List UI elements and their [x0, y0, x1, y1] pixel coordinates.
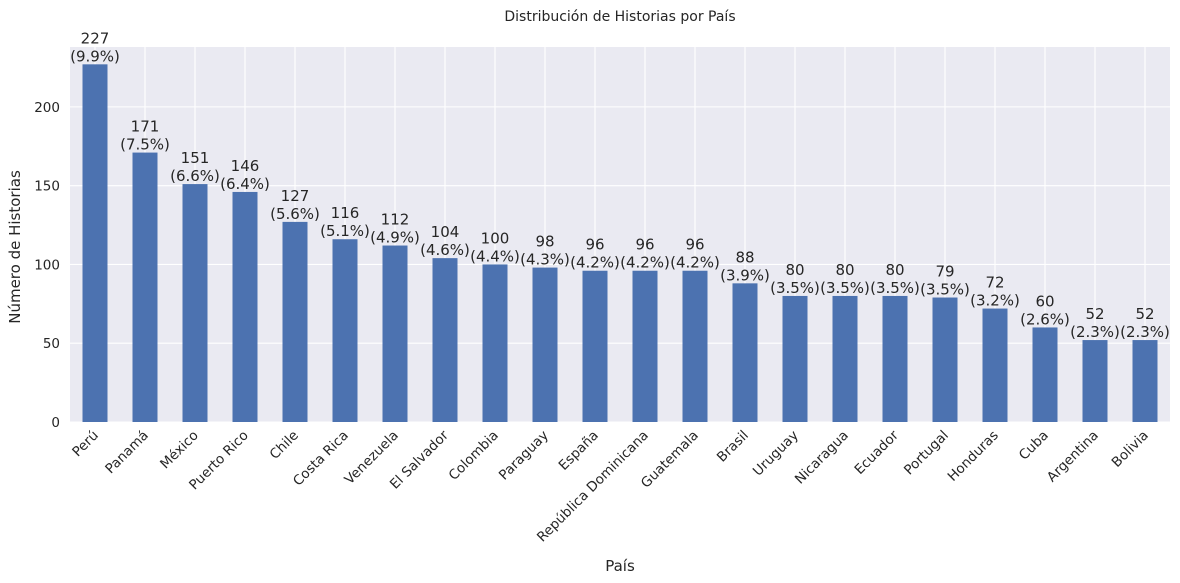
bar [432, 258, 458, 422]
data-label-percent: (6.6%) [170, 167, 220, 185]
x-tick-label: Paraguay [496, 428, 552, 484]
bar [332, 239, 358, 422]
bar [982, 308, 1008, 422]
data-label-percent: (4.2%) [570, 254, 620, 272]
bar [832, 295, 858, 422]
bar [232, 191, 258, 422]
x-tick-label: Panamá [102, 428, 152, 478]
bar [282, 221, 308, 422]
y-tick-label: 50 [43, 336, 60, 352]
data-label-value: 96 [585, 236, 604, 254]
data-label-percent: (2.3%) [1120, 323, 1170, 341]
y-axis-ticks: 0 50 100 150 200 [34, 100, 60, 431]
chart-title: Distribución de Historias por País [504, 9, 735, 25]
x-tick-label: Cuba [1016, 428, 1052, 464]
y-tick-label: 200 [34, 100, 60, 116]
data-label-value: 96 [685, 236, 704, 254]
data-label-percent: (6.4%) [220, 175, 270, 193]
y-axis-label: Número de Historias [6, 170, 24, 324]
data-label-value: 96 [635, 236, 654, 254]
data-label-percent: (4.6%) [420, 241, 470, 259]
data-label-percent: (4.3%) [520, 251, 570, 269]
data-label-value: 171 [131, 118, 160, 136]
data-label-value: 80 [835, 261, 854, 279]
bar [532, 267, 558, 422]
x-tick-label: Perú [69, 428, 102, 461]
bar [182, 184, 208, 422]
data-label-value: 88 [735, 248, 754, 266]
bar [1132, 340, 1158, 422]
bar [1082, 340, 1108, 422]
data-label-percent: (7.5%) [120, 136, 170, 154]
y-tick-label: 0 [51, 415, 60, 431]
bar [382, 245, 408, 422]
x-tick-label: Uruguay [750, 428, 802, 480]
data-label-percent: (2.6%) [1020, 310, 1070, 328]
bar [682, 270, 708, 422]
data-label-percent: (4.9%) [370, 229, 420, 247]
bar [632, 270, 658, 422]
data-label-percent: (3.2%) [970, 292, 1020, 310]
x-tick-label: España [556, 428, 602, 474]
data-label-value: 104 [431, 223, 460, 241]
data-label-percent: (4.4%) [470, 247, 520, 265]
data-label-percent: (3.9%) [720, 266, 770, 284]
x-tick-label: Ecuador [852, 427, 903, 478]
data-label-value: 80 [785, 261, 804, 279]
data-label-value: 146 [231, 157, 260, 175]
data-label-percent: (5.6%) [270, 205, 320, 223]
data-label-value: 127 [281, 187, 310, 205]
data-label-value: 52 [1135, 305, 1154, 323]
x-tick-label: Argentina [1044, 428, 1102, 486]
data-label-value: 227 [81, 29, 110, 47]
data-label-percent: (5.1%) [320, 222, 370, 240]
x-tick-label: Honduras [945, 428, 1002, 485]
data-label-value: 80 [885, 261, 904, 279]
y-tick-label: 150 [34, 179, 60, 195]
bar [932, 297, 958, 422]
x-tick-label: Chile [267, 428, 302, 463]
bar [882, 295, 908, 422]
data-label-percent: (9.9%) [70, 47, 120, 65]
x-tick-label: Colombia [446, 428, 502, 484]
data-label-percent: (3.5%) [870, 279, 920, 297]
data-label-percent: (2.3%) [1070, 323, 1120, 341]
x-tick-label: Portugal [901, 428, 952, 479]
bar [582, 270, 608, 422]
bars [82, 64, 1158, 422]
y-tick-label: 100 [34, 257, 60, 273]
data-label-value: 151 [181, 149, 210, 167]
data-label-percent: (3.5%) [820, 279, 870, 297]
bar [482, 264, 508, 422]
data-label-value: 60 [1035, 292, 1054, 310]
data-label-value: 100 [481, 229, 510, 247]
bar [732, 283, 758, 422]
data-label-percent: (4.2%) [620, 254, 670, 272]
x-tick-label: México [157, 428, 202, 473]
data-label-value: 72 [985, 274, 1004, 292]
data-labels: 227(9.9%)171(7.5%)151(6.6%)146(6.4%)127(… [70, 29, 1170, 341]
data-label-value: 52 [1085, 305, 1104, 323]
data-label-value: 79 [935, 263, 954, 281]
x-axis-label: País [605, 557, 635, 575]
bar [1032, 327, 1058, 422]
x-tick-label: Brasil [714, 428, 752, 466]
bar [132, 152, 158, 422]
data-label-percent: (3.5%) [920, 281, 970, 299]
bar [82, 64, 108, 422]
data-label-value: 98 [535, 233, 554, 251]
data-label-percent: (4.2%) [670, 254, 720, 272]
x-tick-label: Bolivia [1109, 428, 1152, 471]
x-tick-label: Nicaragua [792, 428, 852, 488]
data-label-percent: (3.5%) [770, 279, 820, 297]
data-label-value: 116 [331, 204, 360, 222]
data-label-value: 112 [381, 211, 410, 229]
bar [782, 295, 808, 422]
